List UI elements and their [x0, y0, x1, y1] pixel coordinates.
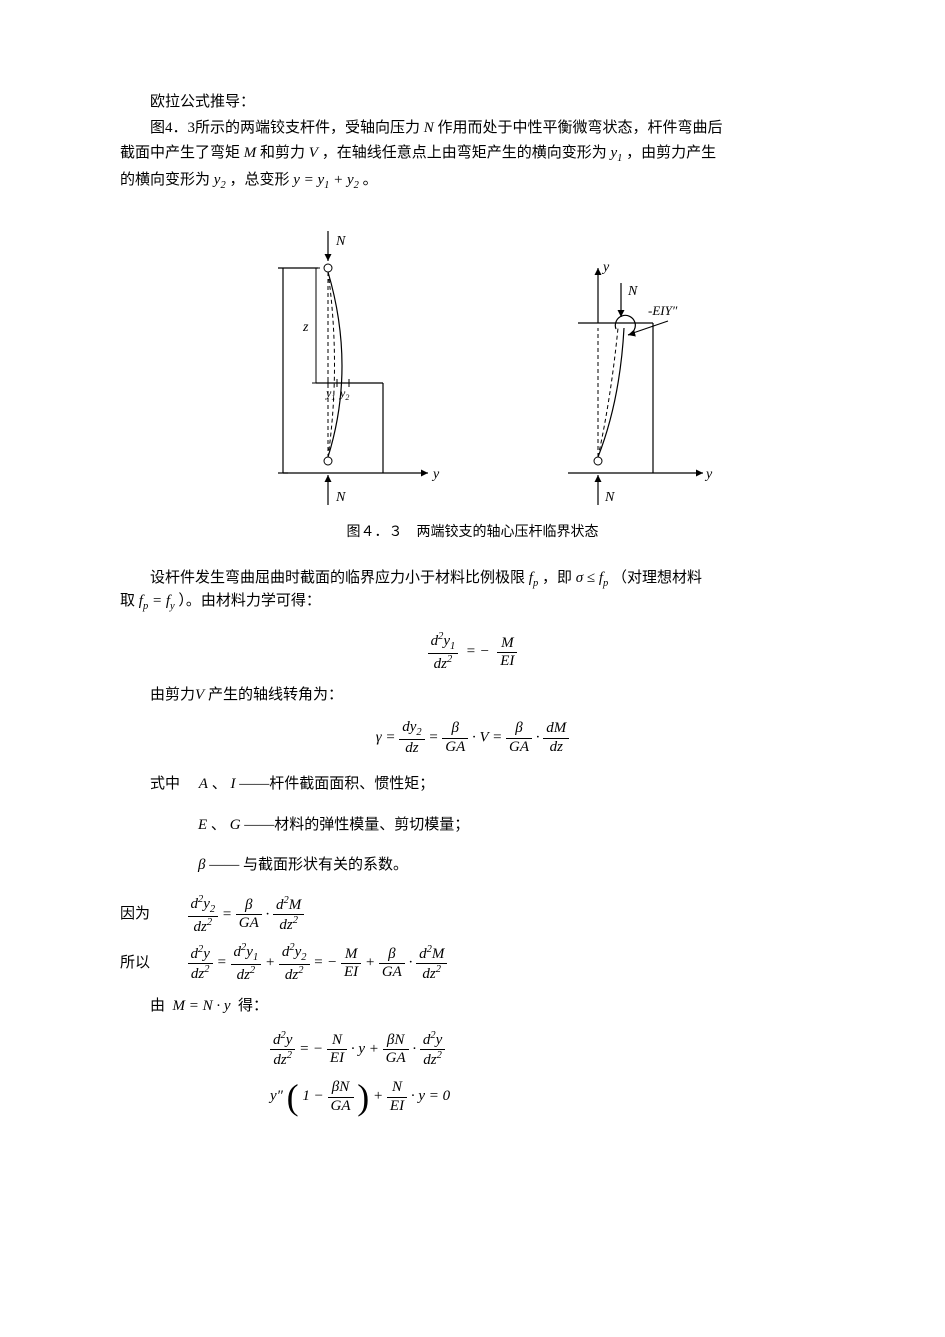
figure-4-3: y N N z [120, 213, 825, 513]
txt: ，在轴线任意点上由弯矩产生的横向变形为 [322, 145, 607, 161]
eq-therefore: 所以 d2ydz2 = d2y1dz2 + d2y2dz2 = − MEI + … [120, 942, 825, 984]
svg-text:N: N [627, 284, 638, 299]
txt: 和剪力 [260, 145, 305, 161]
sym-y1: y1 [610, 145, 622, 161]
where-eg: E 、 G ——材料的弹性模量、剪切模量； [198, 813, 825, 839]
figure-caption: 图４．３ 两端铰支的轴心压杆临界状态 [120, 521, 825, 545]
txt: ，总变形 [229, 172, 289, 188]
eq-by: 由 M = N · y 得： [150, 994, 825, 1020]
svg-text:y: y [601, 260, 610, 275]
svg-text:y1: y1 [325, 386, 335, 402]
svg-text:N: N [335, 490, 346, 505]
eq-final-1: d2ydz2 = − NEI · y + βNGA · d2ydz2 [270, 1030, 825, 1070]
svg-text:-EIY″: -EIY″ [648, 303, 678, 318]
sym-V: V [309, 145, 318, 161]
svg-text:y2: y2 [339, 386, 349, 402]
sym-N: N [424, 120, 434, 136]
txt: 图4．3所示的两端铰支杆件，受轴向压力 [150, 120, 420, 136]
svg-text:N: N [335, 234, 346, 249]
sym-M: M [244, 145, 257, 161]
txt: 的横向变形为 [120, 172, 210, 188]
intro-para: 图4．3所示的两端铰支杆件，受轴向压力 N 作用而处于中性平衡微弯状态，杆件弯曲… [120, 116, 825, 195]
svg-text:z: z [302, 320, 309, 335]
eq-d2y1: d2y1dz2 = − MEI [120, 631, 825, 673]
where-ai: 式中 A 、 I ——杆件截面面积、惯性矩； [150, 772, 825, 798]
intro-line0: 欧拉公式推导： [120, 90, 825, 116]
txt: 截面中产生了弯矩 [120, 145, 240, 161]
eq-final-2: y″ ( 1 − βNGA ) + NEI · y = 0 [270, 1079, 825, 1115]
para-shear: 由剪力V 产生的轴线转角为： [120, 683, 825, 709]
txt: ，由剪力产生 [626, 145, 716, 161]
fig-right: y N -EIY″ y N [508, 213, 718, 513]
eq-gamma: γ = dy2dz = βGA · V = βGA · dMdz [120, 719, 825, 757]
eq-y: y = y1 + y2 [293, 172, 362, 188]
svg-text:N: N [604, 490, 615, 505]
txt: 作用而处于中性平衡微弯状态，杆件弯曲后 [438, 120, 723, 136]
svg-text:y: y [704, 467, 713, 482]
para-critical-2: 取 fp = fy ）。由材料力学可得： [120, 589, 825, 616]
eq-because: 因为 d2y2dz2 = βGA · d2Mdz2 [120, 894, 825, 936]
fig-left: y N N z [228, 213, 448, 513]
sym-y2: y2 [214, 172, 226, 188]
svg-text:y: y [431, 467, 440, 482]
where-beta: β —— 与截面形状有关的系数。 [198, 853, 825, 879]
